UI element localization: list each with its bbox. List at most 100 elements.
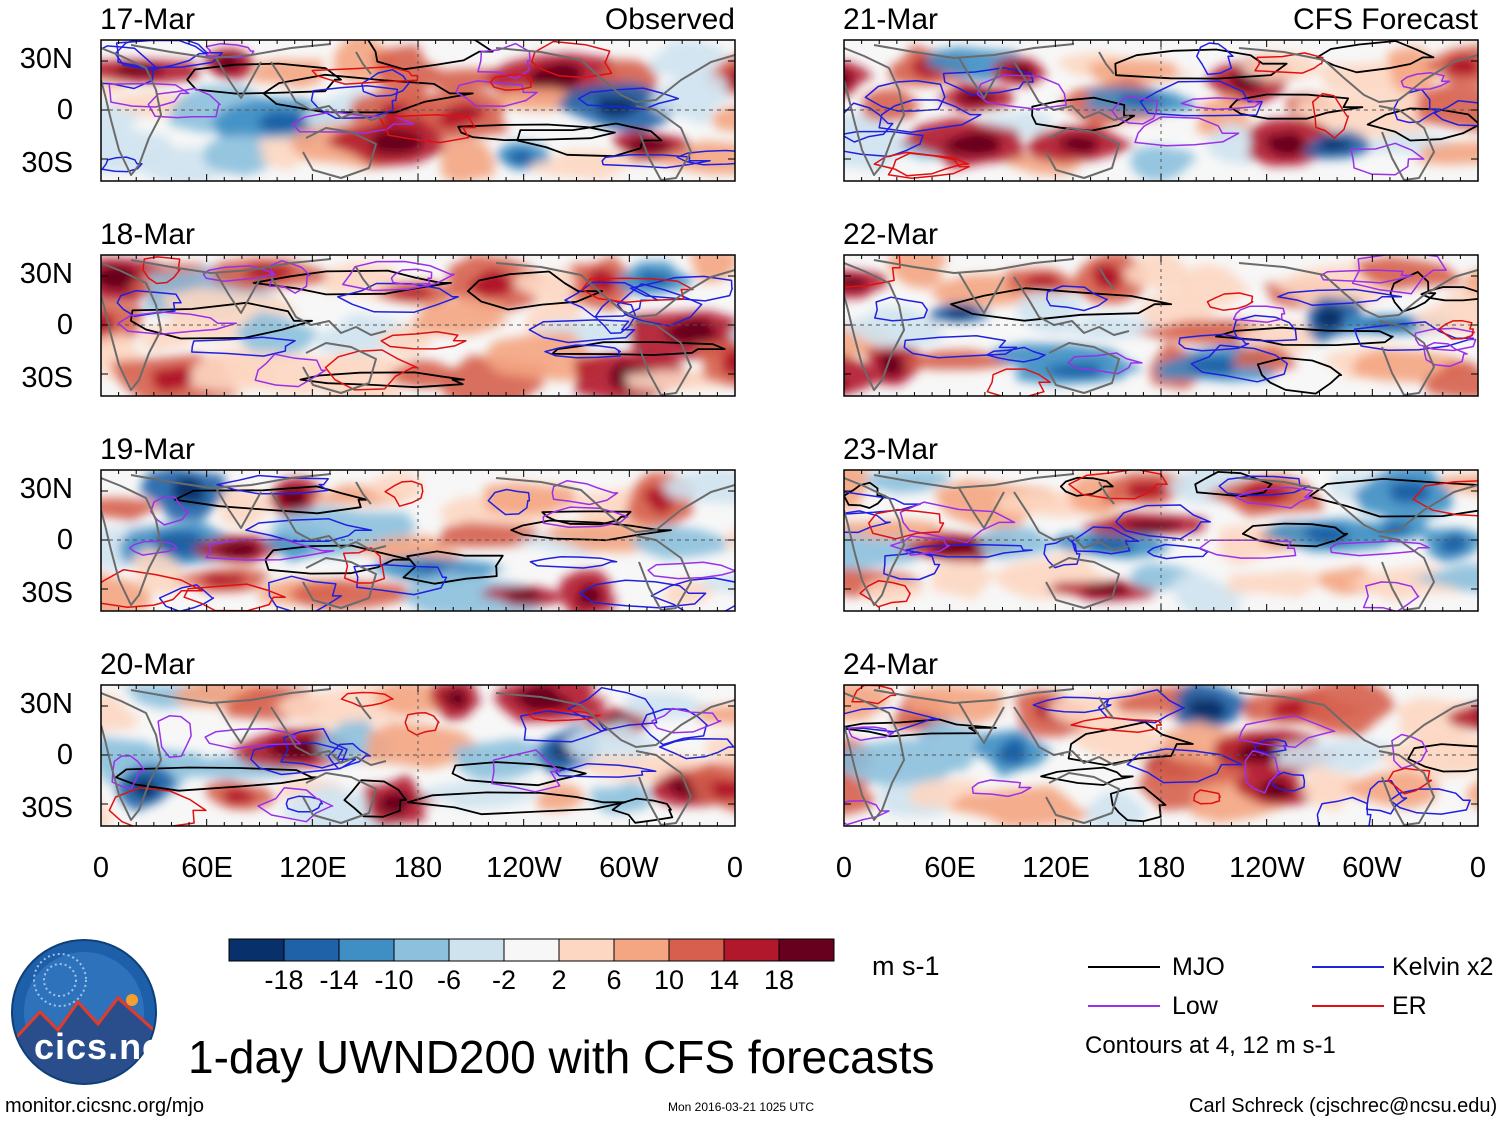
coastline	[495, 47, 735, 103]
anomaly-blob	[440, 139, 496, 181]
contour-mjo	[407, 791, 627, 816]
anomaly-core	[443, 686, 468, 709]
contour-kelvin-x2	[487, 488, 531, 516]
lat-label-30n-4: 30N	[19, 688, 73, 720]
coastline	[101, 692, 162, 821]
coastline	[215, 487, 262, 529]
anomaly-core	[505, 588, 543, 601]
contour-kelvin-x2	[1365, 779, 1408, 815]
coastline	[844, 262, 905, 391]
panel-date-forecast-3: 23-Mar	[843, 433, 939, 466]
contour-mjo	[1366, 107, 1478, 142]
anomaly-blob	[1138, 289, 1222, 330]
coastline	[270, 61, 387, 121]
anomaly-blob	[729, 326, 735, 345]
coastline	[1013, 706, 1130, 766]
anomaly-blob	[844, 354, 884, 396]
contour-low	[291, 111, 415, 134]
contour-kelvin-x2	[616, 282, 703, 327]
anomaly-blob	[1422, 361, 1478, 396]
anomaly-blob	[1301, 685, 1397, 737]
contour-kelvin-x2	[676, 149, 735, 166]
anomaly-blob	[1386, 46, 1442, 94]
anomaly-core	[115, 63, 169, 76]
anomaly-core	[1186, 698, 1229, 722]
contour-low	[268, 260, 311, 294]
contour-er	[528, 708, 601, 722]
anomaly-blob	[844, 269, 892, 299]
contour-er	[1070, 716, 1163, 734]
lon-label-right-180: 180	[1136, 852, 1186, 884]
contour-kelvin-x2	[844, 491, 921, 515]
contour-low	[847, 726, 895, 742]
map-panel-l3	[100, 684, 736, 827]
anomaly-core	[1025, 274, 1061, 289]
coastline	[1013, 276, 1130, 336]
lon-label-left-0: 0	[92, 852, 110, 884]
anomaly-core	[1257, 779, 1295, 800]
anomaly-field	[844, 685, 1478, 826]
anomaly-blob	[323, 262, 410, 300]
coastline	[355, 696, 372, 720]
colorbar-segment	[283, 938, 340, 962]
coastlines	[101, 473, 735, 611]
colorbar-tick-label: 18	[763, 965, 795, 995]
colorbar-segment	[723, 938, 780, 962]
contour-low	[157, 714, 192, 758]
coastline	[844, 47, 905, 176]
coastline	[958, 702, 1005, 744]
contour-low	[1067, 352, 1143, 375]
lat-label-30s-1: 30S	[21, 147, 73, 179]
contour-kelvin-x2	[158, 584, 215, 611]
footer-url: monitor.cicsnc.org/mjo	[5, 1095, 204, 1117]
lat-label-30n-2: 30N	[19, 258, 73, 290]
lat-label-30s-4: 30S	[21, 792, 73, 824]
contour-kelvin-x2	[629, 275, 734, 302]
contour-er	[859, 579, 911, 608]
anomaly-field	[844, 40, 1478, 181]
lat-label-eq-2: 0	[56, 309, 73, 341]
contour-er	[873, 151, 970, 177]
coastline	[1013, 491, 1130, 551]
panel-date-forecast-1: 21-Mar	[843, 3, 939, 36]
anomaly-blob	[482, 331, 605, 382]
anomaly-blob	[1171, 569, 1249, 611]
contour-low	[205, 538, 335, 561]
contour-er	[101, 568, 204, 609]
anomaly-blob	[360, 722, 483, 770]
coastline	[1098, 696, 1115, 720]
anomaly-core	[1437, 533, 1468, 554]
anomaly-blob	[1465, 781, 1478, 809]
contour-kelvin-x2	[1316, 796, 1372, 826]
contour-mjo	[950, 287, 1173, 322]
anomaly-blob	[844, 306, 943, 348]
contour-er	[324, 349, 418, 391]
contour-low	[1134, 116, 1240, 147]
lon-label-right-120e: 120E	[1022, 852, 1090, 884]
contour-low	[542, 506, 629, 529]
contour-low	[491, 749, 561, 793]
contour-er	[530, 40, 613, 79]
contour-low	[1111, 95, 1159, 125]
contour-kelvin-x2	[1043, 536, 1081, 569]
contour-mjo	[1316, 40, 1435, 74]
anomaly-core	[1321, 137, 1355, 152]
anomaly-blob	[1408, 563, 1478, 592]
contour-kelvin-x2	[864, 79, 946, 112]
anomaly-core	[214, 541, 260, 558]
contour-kelvin-x2	[1433, 99, 1478, 127]
contour-kelvin-x2	[1232, 314, 1298, 342]
anomaly-blob	[1129, 145, 1199, 181]
panel-tag-observed: Observed	[604, 3, 735, 36]
anomaly-field	[101, 470, 735, 611]
contour-er	[1206, 292, 1254, 311]
coastlines	[844, 473, 1478, 611]
anomaly-blob	[131, 547, 187, 595]
colorbar-segment	[393, 938, 450, 962]
contour-low	[254, 353, 327, 388]
anomaly-core	[506, 149, 536, 166]
panel-date-observed-3: 19-Mar	[100, 433, 196, 466]
anomaly-core	[1313, 305, 1345, 332]
coastline	[1238, 262, 1478, 318]
coastline	[1098, 481, 1115, 505]
